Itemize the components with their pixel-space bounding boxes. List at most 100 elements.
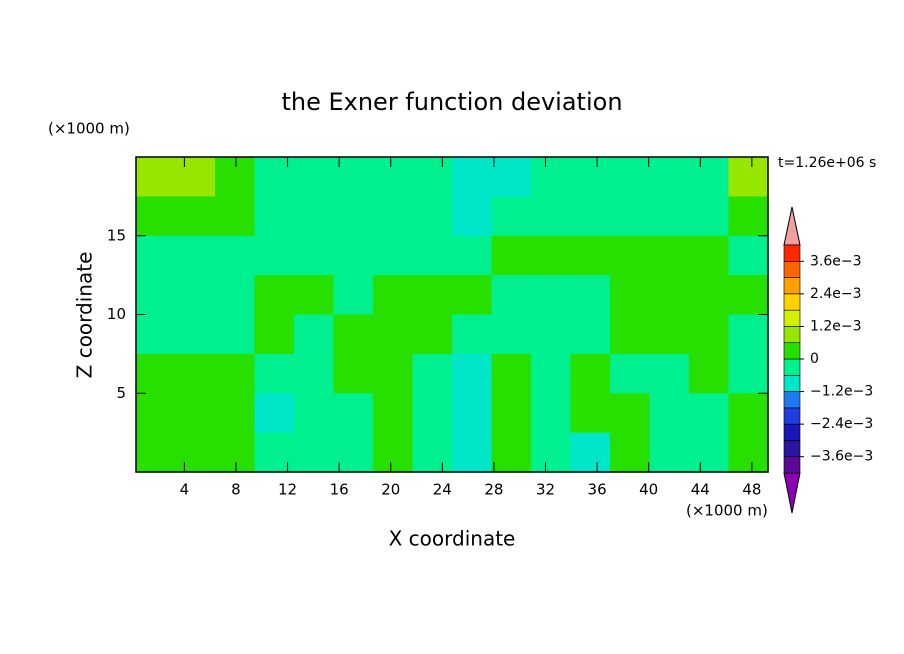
contour-cell [610, 314, 651, 355]
colorbar-band [783, 277, 801, 295]
contour-cell [175, 432, 216, 473]
x-tick-label: 16 [330, 481, 349, 499]
contour-cell [215, 275, 256, 316]
contour-cell [491, 432, 532, 473]
contour-cell [254, 393, 295, 434]
contour-cell [136, 432, 177, 473]
contour-cell [728, 314, 769, 355]
contour-cell [531, 157, 572, 197]
contour-cell [294, 314, 335, 355]
colorbar-extend-bottom [783, 472, 801, 514]
contour-cell [294, 157, 335, 197]
contour-cell [452, 314, 493, 355]
y-tick-label: 5 [116, 384, 126, 402]
colorbar-band [783, 391, 801, 409]
contour-cell [649, 314, 690, 355]
contour-cell [491, 393, 532, 434]
contour-cell [531, 314, 572, 355]
contour-cell [649, 275, 690, 316]
contour-cell [491, 196, 532, 237]
contour-cell [333, 196, 374, 237]
colorbar-band [783, 456, 801, 474]
contour-cell [452, 432, 493, 473]
contour-cell [452, 393, 493, 434]
colorbar-band [783, 407, 801, 425]
contour-cell [570, 235, 611, 276]
contour-cell [373, 393, 414, 434]
contour-cell [175, 393, 216, 434]
contour-cell [649, 353, 690, 394]
contour-cell [215, 353, 256, 394]
contour-cell [689, 432, 730, 473]
contour-cell [215, 157, 256, 197]
contour-cell [570, 314, 611, 355]
contour-cell [373, 314, 414, 355]
contour-cell [333, 275, 374, 316]
contour-cell [491, 157, 532, 197]
x-tick-label: 12 [278, 481, 297, 499]
contour-cell [412, 275, 453, 316]
contour-cell [531, 353, 572, 394]
contour-cell [333, 314, 374, 355]
contour-cell [215, 314, 256, 355]
contour-cell [728, 393, 769, 434]
contour-cell [215, 432, 256, 473]
contour-cell [728, 432, 769, 473]
contour-cell [412, 432, 453, 473]
x-axis-label: X coordinate [389, 527, 516, 551]
x-tick-label: 24 [433, 481, 452, 499]
colorbar-tick-label: −2.4e−3 [810, 416, 873, 432]
contour-cell [254, 432, 295, 473]
contour-cell [412, 235, 453, 276]
colorbar-tick-label: −1.2e−3 [810, 384, 873, 400]
contour-cell [689, 393, 730, 434]
contour-cell [452, 235, 493, 276]
colorbar-band [783, 374, 801, 392]
contour-cell [610, 196, 651, 237]
colorbar-tick-label: 0 [810, 351, 819, 367]
contour-cell [175, 314, 216, 355]
contour-cell [136, 235, 177, 276]
contour-cell [452, 275, 493, 316]
colorbar-tick-label: 3.6e−3 [810, 253, 862, 269]
contour-cell [610, 275, 651, 316]
contour-cell [254, 314, 295, 355]
colorbar-band [783, 293, 801, 311]
contour-cell [570, 393, 611, 434]
contour-cell [491, 314, 532, 355]
contour-cell [531, 196, 572, 237]
contour-cell [452, 196, 493, 237]
x-tick-label: 4 [180, 481, 190, 499]
contour-cell [649, 157, 690, 197]
contour-cell [254, 157, 295, 197]
contour-cell [175, 196, 216, 237]
contour-cell [689, 235, 730, 276]
contour-cell [294, 235, 335, 276]
contour-cell [570, 353, 611, 394]
contour-cell [215, 393, 256, 434]
contour-cell [333, 157, 374, 197]
colorbar-tick-label: −3.6e−3 [810, 449, 873, 465]
contour-cell [373, 275, 414, 316]
contour-cell [610, 157, 651, 197]
contour-cell [570, 275, 611, 316]
contour-cell [136, 275, 177, 316]
x-unit: (×1000 m) [686, 502, 768, 520]
contour-cell [728, 235, 769, 276]
colorbar-extend-top [783, 206, 801, 246]
contour-cell [294, 393, 335, 434]
contour-cell [333, 432, 374, 473]
x-tick-label: 8 [231, 481, 241, 499]
contour-cell [294, 432, 335, 473]
contour-cell [333, 353, 374, 394]
time-annotation: t=1.26e+06 s [778, 155, 876, 171]
contour-cell [254, 353, 295, 394]
colorbar-band [783, 358, 801, 376]
y-unit: (×1000 m) [48, 120, 130, 138]
contour-cell [373, 353, 414, 394]
contour-cell [254, 196, 295, 237]
contour-cell [531, 275, 572, 316]
contour-field [136, 157, 769, 473]
colorbar-band [783, 244, 801, 262]
